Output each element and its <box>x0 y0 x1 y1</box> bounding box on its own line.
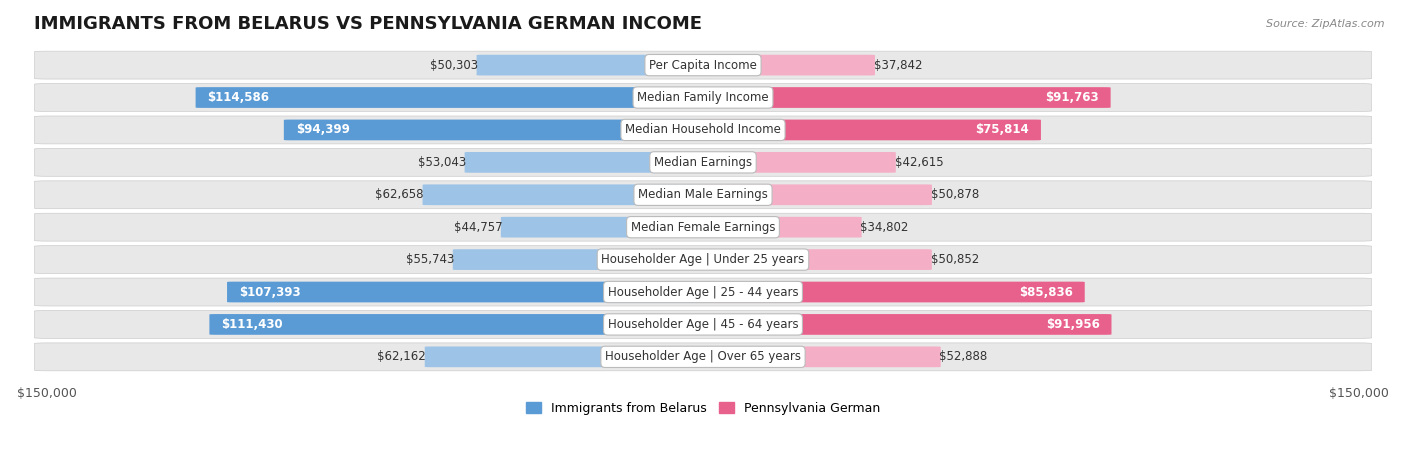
FancyBboxPatch shape <box>34 181 1372 209</box>
FancyBboxPatch shape <box>34 343 1372 371</box>
Text: Householder Age | Over 65 years: Householder Age | Over 65 years <box>605 350 801 363</box>
Text: $53,043: $53,043 <box>418 156 465 169</box>
FancyBboxPatch shape <box>477 55 710 76</box>
Text: $111,430: $111,430 <box>221 318 283 331</box>
Text: $107,393: $107,393 <box>239 285 301 298</box>
Text: Median Family Income: Median Family Income <box>637 91 769 104</box>
FancyBboxPatch shape <box>696 120 1040 140</box>
FancyBboxPatch shape <box>696 347 941 367</box>
Text: $55,743: $55,743 <box>406 253 454 266</box>
Text: Median Male Earnings: Median Male Earnings <box>638 188 768 201</box>
FancyBboxPatch shape <box>34 149 1372 177</box>
Text: Householder Age | Under 25 years: Householder Age | Under 25 years <box>602 253 804 266</box>
Text: $50,878: $50,878 <box>931 188 979 201</box>
Text: $85,836: $85,836 <box>1019 285 1073 298</box>
FancyBboxPatch shape <box>34 116 1372 144</box>
FancyBboxPatch shape <box>34 51 1372 79</box>
FancyBboxPatch shape <box>464 152 710 173</box>
FancyBboxPatch shape <box>696 217 862 238</box>
Text: Median Earnings: Median Earnings <box>654 156 752 169</box>
Text: $50,303: $50,303 <box>430 59 478 71</box>
FancyBboxPatch shape <box>696 87 1111 108</box>
Text: $91,763: $91,763 <box>1045 91 1099 104</box>
Text: $34,802: $34,802 <box>860 221 908 234</box>
FancyBboxPatch shape <box>34 213 1372 241</box>
Text: $44,757: $44,757 <box>454 221 502 234</box>
Text: $52,888: $52,888 <box>939 350 987 363</box>
Text: Median Female Earnings: Median Female Earnings <box>631 221 775 234</box>
Text: $42,615: $42,615 <box>894 156 943 169</box>
FancyBboxPatch shape <box>195 87 710 108</box>
FancyBboxPatch shape <box>696 249 932 270</box>
FancyBboxPatch shape <box>209 314 710 335</box>
FancyBboxPatch shape <box>425 347 710 367</box>
FancyBboxPatch shape <box>696 55 875 76</box>
FancyBboxPatch shape <box>34 246 1372 274</box>
FancyBboxPatch shape <box>453 249 710 270</box>
FancyBboxPatch shape <box>226 282 710 303</box>
Text: IMMIGRANTS FROM BELARUS VS PENNSYLVANIA GERMAN INCOME: IMMIGRANTS FROM BELARUS VS PENNSYLVANIA … <box>34 15 702 33</box>
Text: Source: ZipAtlas.com: Source: ZipAtlas.com <box>1267 19 1385 28</box>
Text: Householder Age | 45 - 64 years: Householder Age | 45 - 64 years <box>607 318 799 331</box>
FancyBboxPatch shape <box>696 282 1085 303</box>
FancyBboxPatch shape <box>34 311 1372 339</box>
Text: $62,162: $62,162 <box>377 350 426 363</box>
Text: Per Capita Income: Per Capita Income <box>650 59 756 71</box>
Text: $37,842: $37,842 <box>873 59 922 71</box>
FancyBboxPatch shape <box>423 184 710 205</box>
Text: Householder Age | 25 - 44 years: Householder Age | 25 - 44 years <box>607 285 799 298</box>
FancyBboxPatch shape <box>34 84 1372 112</box>
Text: $62,658: $62,658 <box>375 188 423 201</box>
Text: $91,956: $91,956 <box>1046 318 1099 331</box>
FancyBboxPatch shape <box>501 217 710 238</box>
Legend: Immigrants from Belarus, Pennsylvania German: Immigrants from Belarus, Pennsylvania Ge… <box>520 396 886 420</box>
FancyBboxPatch shape <box>34 278 1372 306</box>
Text: $75,814: $75,814 <box>976 123 1029 136</box>
FancyBboxPatch shape <box>284 120 710 140</box>
Text: $114,586: $114,586 <box>208 91 270 104</box>
FancyBboxPatch shape <box>696 152 896 173</box>
FancyBboxPatch shape <box>696 184 932 205</box>
FancyBboxPatch shape <box>696 314 1112 335</box>
Text: $50,852: $50,852 <box>931 253 979 266</box>
Text: Median Household Income: Median Household Income <box>626 123 780 136</box>
Text: $94,399: $94,399 <box>295 123 350 136</box>
